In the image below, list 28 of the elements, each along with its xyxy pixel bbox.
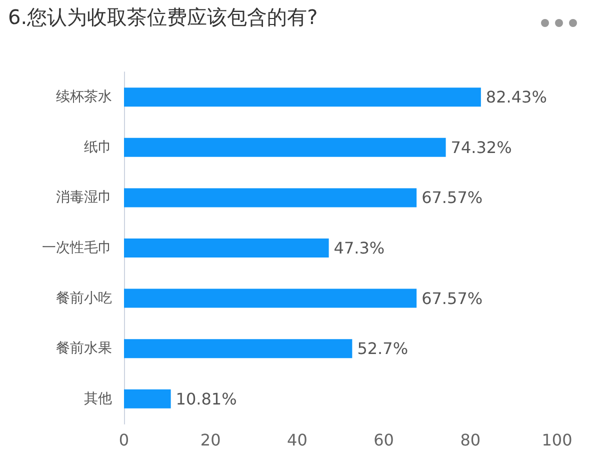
y-tick-label: 消毒湿巾 bbox=[56, 190, 112, 206]
bar bbox=[124, 138, 446, 157]
y-tick-label: 续杯茶水 bbox=[56, 89, 112, 106]
bar bbox=[124, 389, 171, 408]
x-tick-label: 60 bbox=[374, 430, 394, 450]
y-tick-label: 其他 bbox=[84, 390, 112, 407]
bar bbox=[124, 288, 417, 308]
data-label: 67.57% bbox=[422, 188, 483, 208]
y-tick-label: 一次性毛巾 bbox=[42, 240, 112, 256]
x-tick-label: 80 bbox=[460, 430, 481, 450]
x-tick-label: 20 bbox=[200, 430, 221, 450]
x-tick-label: 100 bbox=[542, 430, 572, 450]
bar bbox=[124, 238, 329, 258]
data-label: 47.3% bbox=[334, 238, 385, 258]
data-label: 74.32% bbox=[450, 138, 512, 157]
bar bbox=[124, 88, 481, 107]
data-label: 10.81% bbox=[176, 389, 237, 408]
data-label: 67.57% bbox=[422, 288, 483, 308]
data-label: 82.43% bbox=[486, 88, 547, 107]
y-tick-label: 餐前小吃 bbox=[56, 290, 112, 306]
bar bbox=[124, 188, 417, 208]
y-tick-label: 餐前水果 bbox=[56, 340, 112, 357]
y-tick-label: 纸巾 bbox=[84, 139, 112, 156]
x-tick-label: 0 bbox=[118, 430, 130, 450]
bar bbox=[124, 339, 352, 358]
x-tick-label: 40 bbox=[287, 430, 308, 450]
data-label: 52.7% bbox=[357, 339, 408, 358]
chart-title: 6.您认为收取茶位费应该包含的有? bbox=[8, 4, 318, 31]
